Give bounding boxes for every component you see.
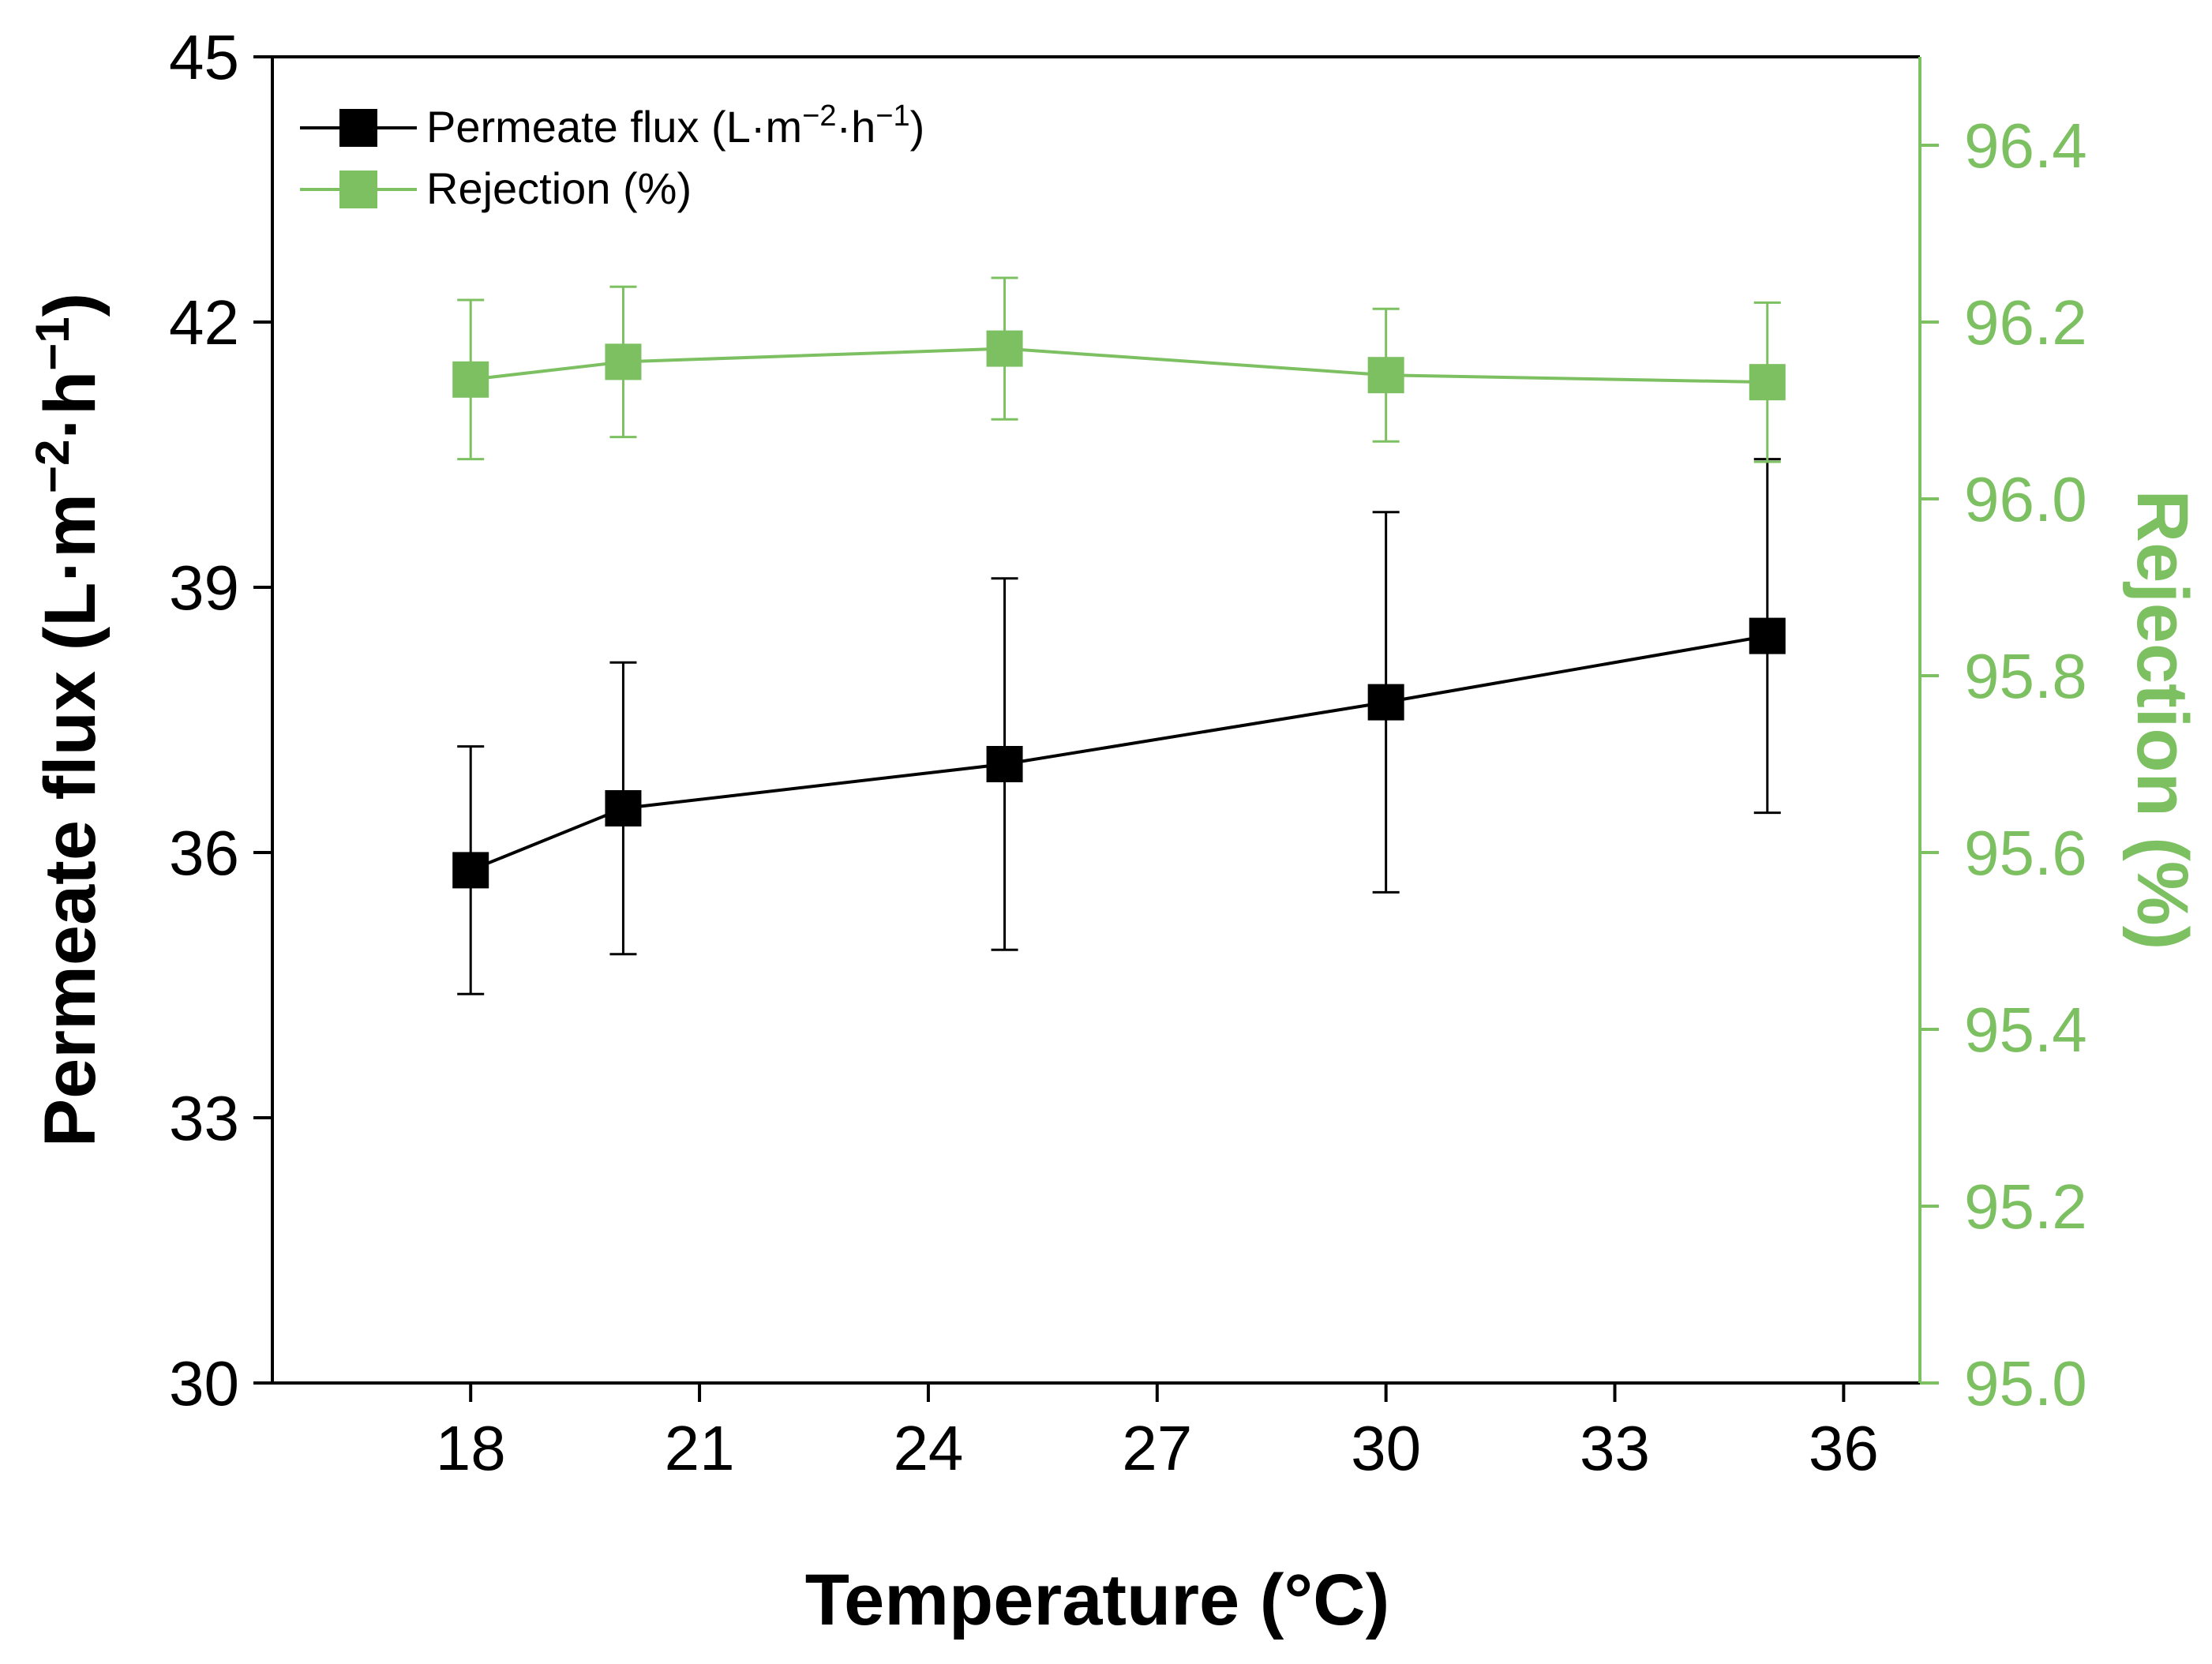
legend-label-permeate-flux: Permeate flux (L·m−2·h−1) bbox=[426, 99, 924, 152]
left-axis-label-mid: ·h bbox=[30, 371, 111, 440]
marker-permeate-flux-30 bbox=[1367, 684, 1404, 721]
x-tick-label-36: 36 bbox=[1809, 1413, 1879, 1483]
left-tick-label-30: 30 bbox=[169, 1348, 239, 1419]
legend-entry-rejection: Rejection (%) bbox=[300, 163, 692, 213]
left-tick-label-36: 36 bbox=[169, 818, 239, 888]
left-axis-label-base: Permeate flux (L·m bbox=[30, 493, 111, 1147]
legend-label-permeate-flux-sup2: −1 bbox=[875, 99, 909, 133]
marker-rejection-20 bbox=[605, 343, 642, 380]
series-markers bbox=[452, 330, 1786, 889]
marker-permeate-flux-25 bbox=[986, 746, 1023, 782]
legend-label-rejection: Rejection (%) bbox=[426, 163, 692, 213]
left-axis-label-sup2: −1 bbox=[26, 317, 79, 370]
marker-rejection-35 bbox=[1749, 364, 1786, 401]
right-tick-label-96.0: 96.0 bbox=[1964, 464, 2087, 534]
x-tick-label-30: 30 bbox=[1351, 1413, 1421, 1483]
right-axis-label: Rejection (%) bbox=[2122, 490, 2203, 950]
marker-rejection-25 bbox=[986, 330, 1023, 367]
left-tick-label-39: 39 bbox=[169, 553, 239, 623]
right-tick-label-96.4: 96.4 bbox=[1964, 111, 2087, 181]
right-axis-ticks: 95.0 95.2 95.4 95.6 95.8 96.0 96.2 96.4 bbox=[1920, 111, 2087, 1419]
x-axis-ticks: 18 21 24 27 30 33 36 bbox=[436, 1383, 1879, 1483]
left-axis-label: Permeate flux (L·m−2·h−1) bbox=[26, 293, 111, 1148]
x-tick-label-21: 21 bbox=[665, 1413, 735, 1483]
legend: Permeate flux (L·m−2·h−1) Rejection (%) bbox=[300, 99, 924, 213]
left-axis-label-end: ) bbox=[30, 293, 111, 317]
left-tick-label-45: 45 bbox=[169, 22, 239, 92]
marker-rejection-30 bbox=[1367, 357, 1404, 394]
marker-permeate-flux-18 bbox=[452, 852, 489, 889]
left-axis-ticks: 30 33 36 39 42 45 bbox=[169, 22, 272, 1419]
x-tick-label-27: 27 bbox=[1122, 1413, 1192, 1483]
left-axis-label-sup1: −2 bbox=[26, 440, 79, 493]
legend-marker-rejection bbox=[339, 171, 377, 208]
legend-label-permeate-flux-sup1: −2 bbox=[802, 99, 836, 133]
left-tick-label-42: 42 bbox=[169, 287, 239, 358]
x-tick-label-33: 33 bbox=[1580, 1413, 1650, 1483]
right-tick-label-95.6: 95.6 bbox=[1964, 818, 2087, 888]
x-tick-label-18: 18 bbox=[436, 1413, 506, 1483]
marker-permeate-flux-35 bbox=[1749, 617, 1786, 654]
x-tick-label-24: 24 bbox=[893, 1413, 963, 1483]
right-tick-label-95.8: 95.8 bbox=[1964, 641, 2087, 711]
right-tick-label-95.2: 95.2 bbox=[1964, 1171, 2087, 1242]
marker-permeate-flux-20 bbox=[605, 790, 642, 826]
right-tick-label-95.4: 95.4 bbox=[1964, 995, 2087, 1065]
marker-rejection-18 bbox=[452, 361, 489, 398]
legend-label-permeate-flux-mid: ·h bbox=[836, 102, 875, 152]
legend-label-permeate-flux-end: ) bbox=[910, 102, 925, 152]
legend-label-permeate-flux-base: Permeate flux (L·m bbox=[426, 102, 802, 152]
right-tick-label-96.2: 96.2 bbox=[1964, 287, 2087, 358]
right-tick-label-95.0: 95.0 bbox=[1964, 1348, 2087, 1419]
left-tick-label-33: 33 bbox=[169, 1083, 239, 1153]
x-axis-label: Temperature (°C) bbox=[805, 1560, 1390, 1640]
legend-marker-permeate-flux bbox=[339, 109, 377, 147]
legend-entry-permeate-flux: Permeate flux (L·m−2·h−1) bbox=[300, 99, 924, 152]
